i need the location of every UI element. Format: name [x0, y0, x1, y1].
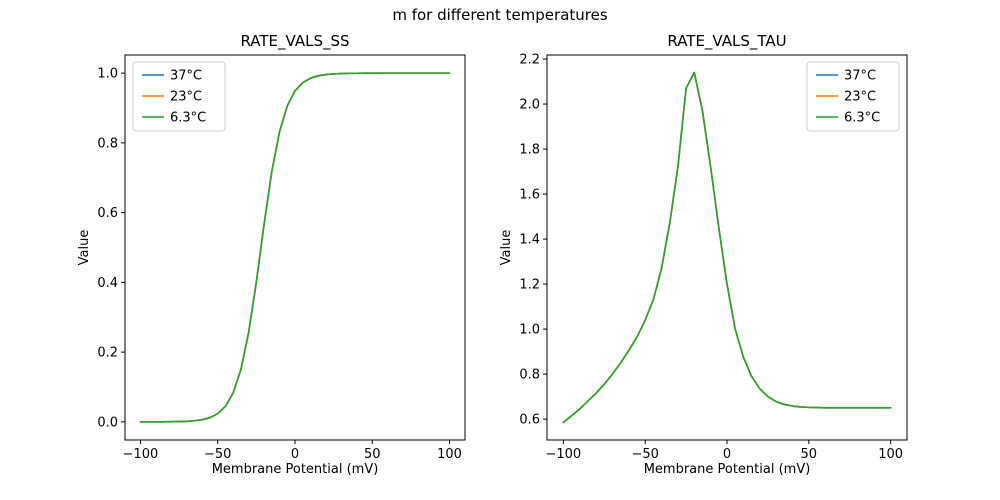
legend-label-1: 23°C [844, 90, 876, 105]
subplot-1: −100 −50 0 50 100 0.6 0.8 1.0 1.2 1.4 1.6 1.8 2.0 2.2… [499, 32, 908, 477]
subplot-title: RATE_VALS_TAU [667, 32, 786, 51]
x-tick-label: 50 [801, 447, 818, 462]
y-axis-label: Value [77, 230, 92, 266]
y-tick-label: 0.0 [97, 415, 118, 430]
x-tick-label: 0 [291, 447, 299, 462]
x-tick-label: −50 [204, 447, 231, 462]
figure-title: m for different temperatures [392, 6, 608, 24]
y-tick-label: 1.4 [519, 233, 540, 248]
legend: 37°C 23°C 6.3°C [806, 61, 900, 132]
x-tick-label: 50 [364, 447, 381, 462]
y-tick-label: 0.2 [97, 346, 118, 361]
y-tick-label: 0.8 [519, 368, 540, 383]
y-tick-label: 1.2 [519, 278, 540, 293]
legend-label-2: 6.3°C [170, 111, 206, 126]
legend: 37°C 23°C 6.3°C [132, 61, 226, 132]
y-tick-label: 1.6 [519, 188, 540, 203]
y-tick-label: 1.0 [519, 323, 540, 338]
x-tick-label: −50 [631, 447, 658, 462]
subplot-0: −100 −50 0 50 100 0.0 0.2 0.4 0.6 0.8 1.0 RATE_VALS… [77, 32, 466, 477]
y-tick-label: 0.8 [97, 136, 118, 151]
legend-label-0: 37°C [170, 69, 202, 84]
y-tick-label: 1.0 [97, 67, 118, 82]
x-tick-label: 0 [723, 447, 731, 462]
legend-label-0: 37°C [844, 69, 876, 84]
x-tick-label: −100 [123, 447, 159, 462]
series-line-2 [139, 72, 451, 423]
legend-box [132, 61, 226, 132]
legend-label-2: 6.3°C [844, 111, 880, 126]
y-tick-label: 1.8 [519, 143, 540, 158]
subplot-title: RATE_VALS_SS [240, 32, 349, 51]
x-tick-label: −100 [546, 447, 582, 462]
y-tick-label: 0.6 [97, 206, 118, 221]
y-tick-label: 2.0 [519, 98, 540, 113]
series-line-2 [562, 71, 892, 424]
legend-box [806, 61, 900, 132]
legend-label-1: 23°C [170, 90, 202, 105]
x-axis-label: Membrane Potential (mV) [644, 462, 811, 477]
x-axis-label: Membrane Potential (mV) [212, 462, 379, 477]
y-tick-label: 0.6 [519, 413, 540, 428]
x-tick-label: 100 [437, 447, 462, 462]
y-axis-label: Value [499, 230, 514, 266]
x-tick-label: 100 [878, 447, 903, 462]
y-tick-label: 0.4 [97, 276, 118, 291]
y-tick-label: 2.2 [519, 53, 540, 68]
